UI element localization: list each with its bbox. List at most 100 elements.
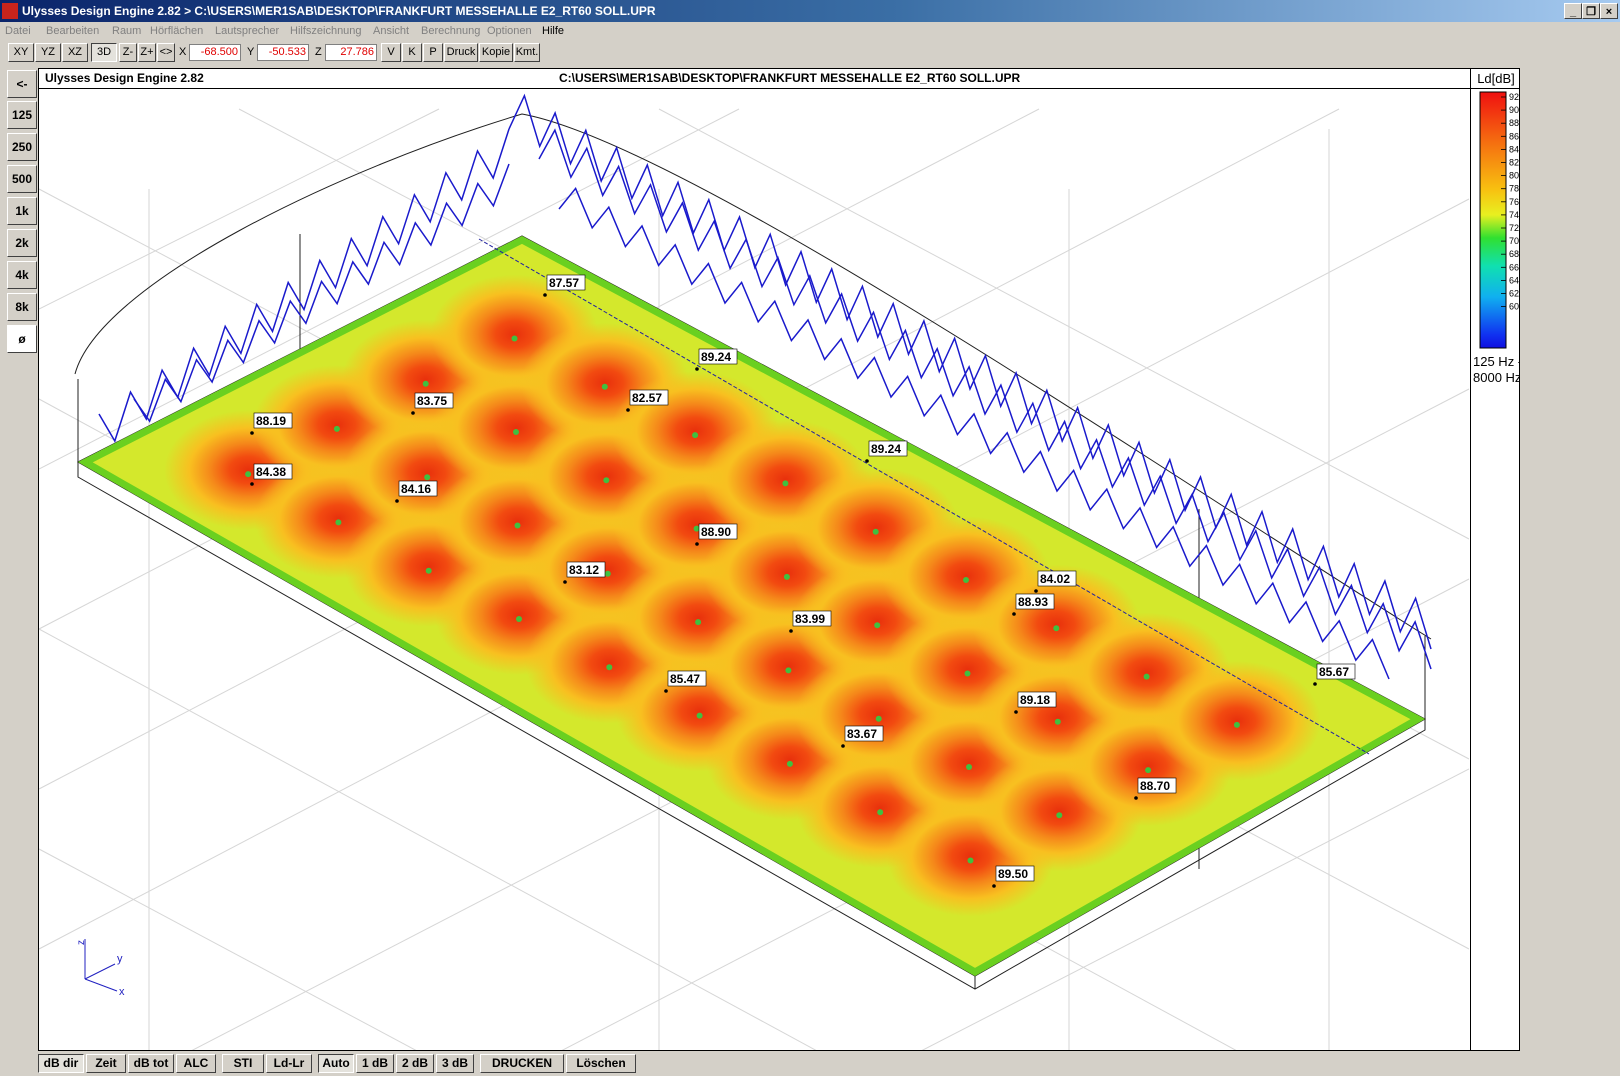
measurement-value: 84.16 [401,482,431,496]
coverage-map [78,236,1425,976]
legend-tick-label: 78 [1509,184,1519,194]
legend-tick-label: 82 [1509,158,1519,168]
measurement-value: 82.57 [632,391,662,405]
drucken-button[interactable]: DRUCKEN [480,1054,564,1073]
minimize-button[interactable]: _ [1564,3,1582,19]
zeit-button[interactable]: Zeit [86,1054,126,1073]
auto-button[interactable]: Auto [318,1054,354,1073]
view-xy-button[interactable]: XY [8,43,34,62]
menu-optionen[interactable]: Optionen [487,25,532,37]
menu-lautsprecher[interactable]: Lautsprecher [215,25,280,37]
menu-raum[interactable]: Raum [112,25,142,37]
druck-button[interactable]: Druck [444,43,478,62]
band-250-button[interactable]: 250 [7,133,37,161]
z-coordinate-field[interactable]: 27.786 [325,44,377,61]
truss-right-lower [508,93,1432,650]
kmt-button[interactable]: Kmt. [514,43,540,62]
window-title: Ulysses Design Engine 2.82 > C:\USERS\ME… [22,4,656,18]
measurement-value: 87.57 [549,276,579,290]
measurement-value: 89.24 [871,442,901,456]
k-button[interactable]: K [402,43,422,62]
alc-button[interactable]: ALC [176,1054,216,1073]
truss-left-upper [133,163,510,423]
measurement-point: 84.38 [250,463,293,486]
measurement-value: 88.93 [1018,595,1048,609]
legend-tick-label: 84 [1509,144,1519,154]
band-8k-button[interactable]: 8k [7,293,37,321]
legend-tick-label: 88 [1509,118,1519,128]
step-2db-button[interactable]: 2 dB [396,1054,434,1073]
truss-right-upper [538,128,1432,670]
band-1k-button[interactable]: 1k [7,197,37,225]
viewport-file-path: C:\USERS\MER1SAB\DESKTOP\FRANKFURT MESSE… [559,71,1021,85]
zoom-out-button[interactable]: Z- [119,43,137,62]
truss-right-inner [558,186,1390,680]
measurement-points: 87.57 89.24 83.75 82.57 88.19 84.38 89.24 84.16… [250,274,1356,888]
kopie-button[interactable]: Kopie [479,43,513,62]
band-125-button[interactable]: 125 [7,101,37,129]
menu-hilfe[interactable]: Hilfe [542,25,565,37]
measurement-point: 85.47 [664,670,707,693]
db-tot-button[interactable]: dB tot [128,1054,174,1073]
measurement-value: 84.38 [256,465,286,479]
x-coordinate-field[interactable]: -68.500 [189,44,241,61]
legend-tick-label: 74 [1509,210,1519,220]
measurement-point: 82.57 [626,389,669,412]
view-xz-button[interactable]: XZ [62,43,88,62]
room-plot[interactable]: 87.57 89.24 83.75 82.57 88.19 84.38 89.24 84.16… [39,69,1469,1051]
measurement-point: 88.93 [1012,593,1055,616]
x-coordinate-label: X [179,46,187,58]
measurement-point: 89.50 [992,865,1035,888]
db-dir-button[interactable]: dB dir [38,1054,84,1073]
pan-button[interactable]: <> [157,43,175,62]
measurement-point: 89.18 [1014,691,1057,714]
menu-hoerflaechen[interactable]: Hörflächen [150,25,204,37]
roof-trusses [98,93,1432,680]
ridge-line [478,238,1370,755]
measurement-value: 85.47 [670,672,700,686]
axis-y-label: y [117,953,123,965]
legend-tick-label: 60 [1509,302,1519,312]
measurement-value: 84.02 [1040,572,1070,586]
legend-tick-label: 72 [1509,223,1519,233]
band-500-button[interactable]: 500 [7,165,37,193]
viewport-title: Ulysses Design Engine 2.82 [45,71,204,85]
step-3db-button[interactable]: 3 dB [436,1054,474,1073]
z-coordinate-label: Z [315,46,322,58]
axis-z-label: z [76,940,87,945]
sti-button[interactable]: STI [222,1054,264,1073]
menu-bearbeiten[interactable]: Bearbeiten [46,25,100,37]
band-average-button[interactable]: ø [7,325,37,353]
view-yz-button[interactable]: YZ [35,43,61,62]
legend-frequency-range: 125 Hz - 8000 Hz [1473,354,1519,386]
measurement-value: 88.19 [256,414,286,428]
truss-left-lower [98,128,510,443]
ld-lr-button[interactable]: Ld-Lr [266,1054,312,1073]
app-icon[interactable] [2,3,18,19]
measurement-point: 83.75 [411,392,454,415]
step-1db-button[interactable]: 1 dB [356,1054,394,1073]
measurement-point: 89.24 [695,348,738,371]
measurement-point: 88.19 [250,412,293,435]
back-button[interactable]: <- [7,70,37,98]
axis-x-label: x [119,986,125,998]
menu-datei[interactable]: Datei [5,25,31,37]
menu-hilfszeichnung[interactable]: Hilfszeichnung [290,25,362,37]
zoom-in-button[interactable]: Z+ [138,43,156,62]
menu-berechnung[interactable]: Berechnung [421,25,481,37]
restore-button[interactable]: ❐ [1582,3,1600,19]
measurement-value: 83.75 [417,394,447,408]
v-button[interactable]: V [381,43,401,62]
band-4k-button[interactable]: 4k [7,261,37,289]
band-2k-button[interactable]: 2k [7,229,37,257]
p-button[interactable]: P [423,43,443,62]
3d-viewport[interactable]: 87.57 89.24 83.75 82.57 88.19 84.38 89.24 84.16… [38,68,1520,1051]
menu-ansicht[interactable]: Ansicht [373,25,410,37]
viewport-header: Ulysses Design Engine 2.82 C:\USERS\MER1… [39,69,1519,89]
loeschen-button[interactable]: Löschen [566,1054,636,1073]
y-coordinate-field[interactable]: -50.533 [257,44,309,61]
axis-indicator: z y x [76,939,125,998]
view-3d-button[interactable]: 3D [91,43,117,62]
measurement-point: 88.90 [695,523,738,546]
close-button[interactable]: × [1600,3,1618,19]
